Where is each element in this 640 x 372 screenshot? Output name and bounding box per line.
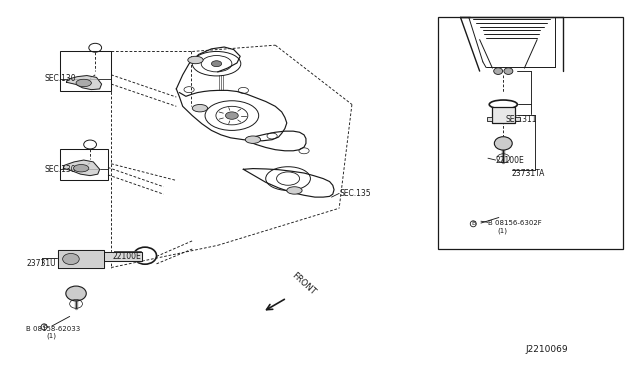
Ellipse shape [225,112,238,119]
Polygon shape [67,76,102,90]
Ellipse shape [493,68,502,74]
Text: 22100E: 22100E [113,252,141,261]
Polygon shape [104,252,143,261]
Text: SEC.311: SEC.311 [505,115,537,124]
Text: FRONT: FRONT [290,270,317,296]
Text: B 08156-6302F: B 08156-6302F [488,220,541,226]
Ellipse shape [188,56,203,64]
Ellipse shape [63,253,79,264]
Ellipse shape [192,105,207,112]
Ellipse shape [494,137,512,150]
Text: 23731U: 23731U [26,259,56,268]
Text: J2210069: J2210069 [525,344,568,353]
Text: (1): (1) [47,332,57,339]
Ellipse shape [245,136,260,143]
Polygon shape [58,250,104,268]
Text: B: B [42,324,46,329]
Text: SEC.135: SEC.135 [339,189,371,198]
Bar [515,117,520,121]
Ellipse shape [504,68,513,74]
Text: SEC.130: SEC.130 [44,165,76,174]
Bar [492,108,515,123]
Bar [487,117,492,121]
Text: B 08158-62033: B 08158-62033 [26,326,81,332]
Text: SEC.130: SEC.130 [44,74,76,83]
Text: (1): (1) [497,227,508,234]
Text: B: B [471,221,476,226]
Bar [60,51,111,92]
Ellipse shape [287,187,302,194]
Ellipse shape [66,286,86,301]
Ellipse shape [74,164,89,172]
Ellipse shape [211,61,221,67]
Text: 22100E: 22100E [495,155,524,164]
Bar [60,148,108,180]
Polygon shape [63,160,100,176]
Ellipse shape [76,79,92,87]
Bar [438,17,623,249]
Text: 23731TA: 23731TA [511,169,545,177]
